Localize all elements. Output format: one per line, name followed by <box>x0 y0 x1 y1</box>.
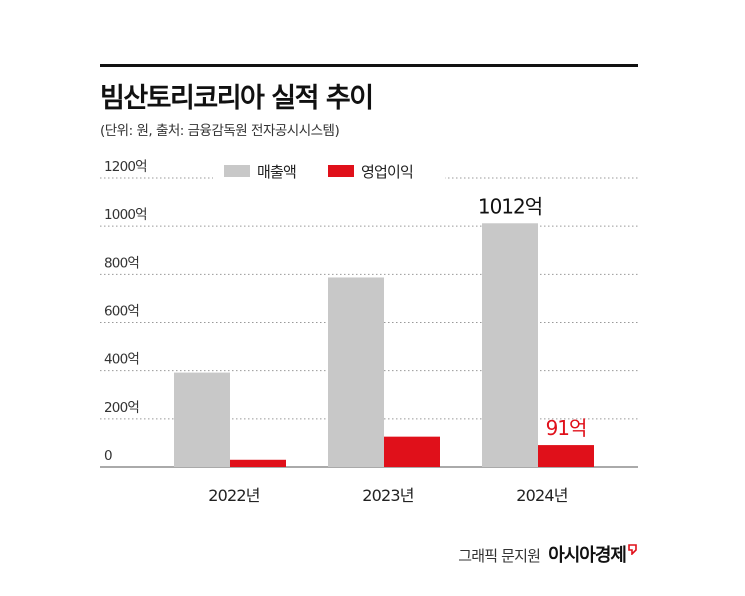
bar-revenue-2 <box>482 223 538 467</box>
bar-revenue-1 <box>328 277 384 467</box>
legend-label-operating-profit: 영업이익 <box>361 163 413 181</box>
graphic-credit: 그래픽 문지원 <box>458 547 541 565</box>
data-label-1: 91억 <box>546 416 587 440</box>
y-tick-label-1: 200억 <box>104 400 139 416</box>
legend-label-revenue: 매출액 <box>257 163 296 181</box>
bar-operating-profit-0 <box>230 459 286 467</box>
credit-line: 그래픽 문지원 아시아경제 <box>458 541 637 567</box>
top-rule <box>100 64 638 67</box>
y-tick-label-2: 400억 <box>104 352 139 368</box>
brand-logo: 아시아경제 <box>548 541 637 567</box>
chart-title: 빔산토리코리아 실적 추이 <box>100 83 374 114</box>
chart-subtitle: (단위: 원, 출처: 금융감독원 전자공시시스템) <box>100 123 340 139</box>
y-tick-label-4: 800억 <box>104 255 139 271</box>
bar-operating-profit-1 <box>384 436 440 467</box>
y-tick-label-3: 600억 <box>104 304 139 320</box>
x-tick-label-2: 2024년 <box>516 486 568 505</box>
legend-swatch-operating-profit <box>328 165 354 177</box>
brand-mark-icon <box>628 544 637 555</box>
y-tick-label-5: 1000억 <box>104 207 147 223</box>
brand-name: 아시아경제 <box>548 545 627 566</box>
y-tick-label-0: 0 <box>104 448 112 464</box>
y-tick-label-6: 1200억 <box>104 159 147 175</box>
legend-swatch-revenue <box>224 165 250 177</box>
x-tick-label-1: 2023년 <box>362 486 414 505</box>
bar-operating-profit-2 <box>538 445 594 467</box>
data-label-0: 1012억 <box>478 194 542 218</box>
bar-revenue-0 <box>174 372 230 467</box>
x-tick-label-0: 2022년 <box>208 486 260 505</box>
